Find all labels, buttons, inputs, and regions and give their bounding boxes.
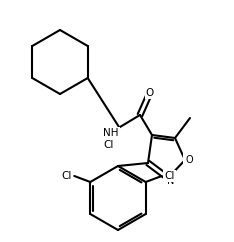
Text: O: O <box>146 88 154 98</box>
Text: N: N <box>167 176 175 186</box>
Text: O: O <box>185 155 193 165</box>
Text: NH: NH <box>103 128 119 138</box>
Text: Cl: Cl <box>104 140 114 150</box>
Text: Cl: Cl <box>165 171 175 181</box>
Text: Cl: Cl <box>61 171 71 181</box>
